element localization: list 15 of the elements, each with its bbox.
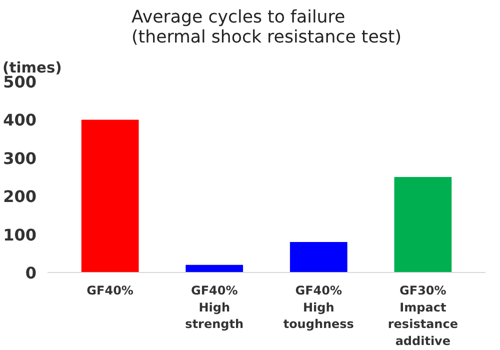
bar — [186, 264, 244, 272]
y-tick-label: 100 — [3, 225, 37, 244]
y-tick-label: 300 — [3, 148, 37, 168]
bar — [394, 177, 452, 272]
y-axis-title: (times) — [2, 60, 62, 76]
x-tick-label: GF40% High strength — [185, 284, 244, 332]
x-tick-label: GF40% High toughness — [283, 284, 354, 332]
x-tick-label: GF40% — [86, 284, 134, 298]
chart-title: Average cycles to failure (thermal shock resistance test) — [132, 8, 402, 48]
x-tick-label: GF30% Impact resistance additive — [388, 284, 458, 348]
y-tick-label: 200 — [3, 187, 37, 206]
y-tick-label: 400 — [3, 110, 37, 130]
y-tick-label: 0 — [25, 264, 37, 282]
bar — [290, 242, 348, 272]
bar — [81, 120, 139, 272]
